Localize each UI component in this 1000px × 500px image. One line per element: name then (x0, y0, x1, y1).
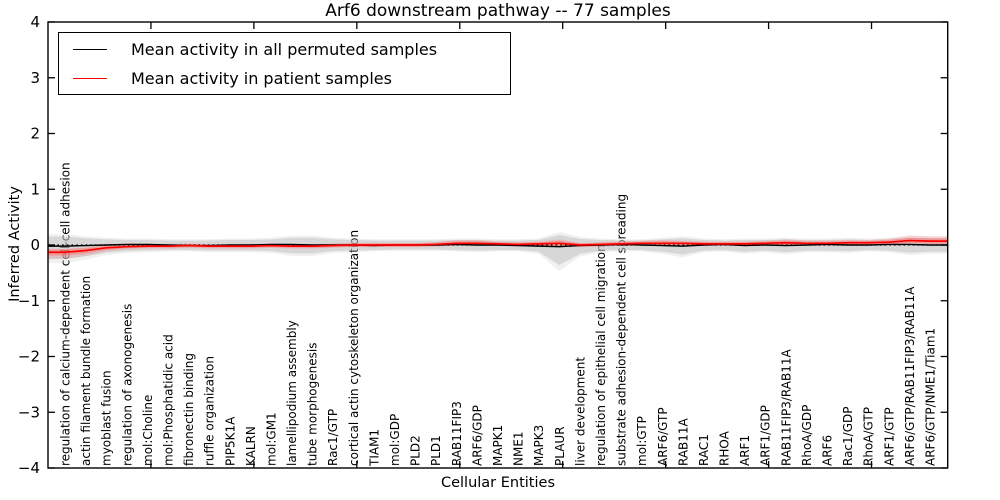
y-tick-label: −3 (18, 403, 40, 421)
category-label: ARF6/GTP/NME1/Tiam1 (924, 328, 938, 466)
category-label: fibronectin binding (182, 353, 196, 466)
y-tick-label: −4 (18, 459, 40, 477)
category-label: PLAUR (553, 426, 567, 466)
patient-line-swatch-icon (73, 77, 107, 79)
category-label: ruffle organization (203, 356, 217, 466)
y-tick-label: 4 (30, 13, 40, 31)
category-label: mol:Phosphatidic acid (161, 334, 175, 466)
category-label: actin filament bundle formation (79, 276, 93, 466)
legend-item-permuted: Mean activity in all permuted samples (73, 38, 510, 60)
legend: Mean activity in all permuted samples Me… (58, 32, 511, 95)
category-label: RHOA (718, 430, 732, 466)
category-label: PIP5K1A (223, 416, 237, 466)
category-label: regulation of axonogenesis (120, 304, 134, 466)
category-label: mol:GDP (388, 414, 402, 466)
category-label: Rac1/GDP (841, 407, 855, 466)
category-label: NME1 (512, 431, 526, 466)
category-label: RAC1 (697, 434, 711, 466)
y-axis-label: Inferred Activity (7, 186, 23, 302)
y-tick-label: 3 (30, 69, 40, 87)
y-tick-label: 0 (30, 236, 40, 254)
legend-item-label: Mean activity in patient samples (131, 68, 392, 88)
category-label: regulation of epithelial cell migration (594, 244, 608, 466)
category-label: PLD1 (429, 435, 443, 466)
category-label: Rac1/GTP (326, 409, 340, 466)
category-label: PLD2 (409, 435, 423, 466)
category-label: regulation of calcium-dependent cell-cel… (59, 162, 73, 466)
category-label: ARF6/GTP (656, 407, 670, 466)
category-label: substrate adhesion-dependent cell spread… (615, 194, 629, 466)
legend-item-label: Mean activity in all permuted samples (131, 39, 438, 59)
category-label: RAB11FIP3 (450, 401, 464, 466)
legend-item-patient: Mean activity in patient samples (73, 67, 510, 89)
category-label: ARF6/GTP/RAB11FIP3/RAB11A (903, 286, 917, 466)
category-label: MAPK1 (491, 425, 505, 466)
category-label: RAB11FIP3/RAB11A (779, 349, 793, 466)
category-label: mol:Choline (141, 395, 155, 466)
x-axis-label: Cellular Entities (440, 475, 556, 491)
category-label: ARF6/GDP (470, 405, 484, 466)
y-tick-label: 1 (30, 180, 40, 198)
category-label: liver development (573, 357, 587, 466)
category-label: RAB11A (676, 417, 690, 466)
chart-title: Arf6 downstream pathway -- 77 samples (325, 1, 671, 21)
category-label: lamellipodium assembly (285, 320, 299, 466)
category-label: ARF1/GTP (882, 407, 896, 466)
category-label: myoblast fusion (100, 370, 114, 466)
band-patient-samples-spread (48, 237, 948, 256)
category-label: ARF1/GDP (759, 405, 773, 466)
category-label: cortical actin cytoskeleton organization (347, 230, 361, 466)
band-patient-samples-spread (48, 235, 948, 259)
series-line-1 (48, 239, 948, 254)
category-label: KALRN (244, 426, 258, 466)
category-label: RhoA/GTP (862, 407, 876, 466)
band-permuted-samples-spread (48, 234, 948, 266)
category-label: MAPK3 (532, 425, 546, 466)
category-label: tube morphogenesis (306, 343, 320, 466)
category-label: ARF1 (738, 435, 752, 466)
category-label: mol:GTP (635, 416, 649, 466)
category-label: RhoA/GDP (800, 405, 814, 466)
category-label: mol:GM1 (264, 412, 278, 466)
category-label: ARF6 (821, 435, 835, 466)
y-tick-label: −1 (18, 292, 40, 310)
band-permuted-samples-spread (48, 231, 948, 272)
y-tick-label: 2 (30, 125, 40, 143)
category-label: TIAM1 (367, 429, 381, 467)
permuted-line-swatch-icon (73, 48, 107, 50)
y-tick-label: −2 (18, 348, 40, 366)
